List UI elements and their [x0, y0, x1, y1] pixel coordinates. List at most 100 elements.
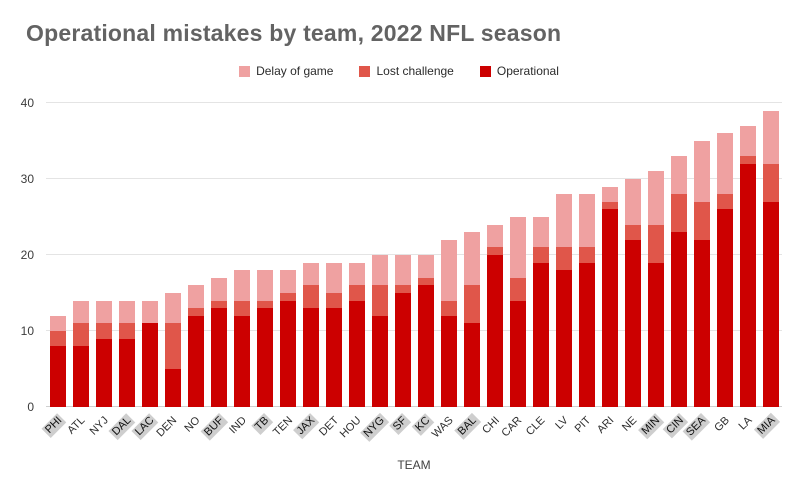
stacked-bar-den[interactable]	[164, 103, 181, 407]
stacked-bar-lac[interactable]	[141, 103, 158, 407]
stacked-bar-was[interactable]	[440, 103, 457, 407]
x-label-slot: BAL	[453, 409, 483, 455]
bar-segment	[601, 186, 618, 202]
stacked-bar-cin[interactable]	[670, 103, 687, 407]
stacked-bar-chi[interactable]	[486, 103, 503, 407]
stacked-bar-ten[interactable]	[279, 103, 296, 407]
x-label-slot: LV	[552, 409, 575, 455]
bar-segment	[486, 247, 503, 255]
stacked-bar-car[interactable]	[509, 103, 526, 407]
bar-segment	[440, 315, 457, 407]
legend-label: Operational	[496, 64, 559, 78]
stacked-bar-min[interactable]	[647, 103, 664, 407]
bar-segment	[417, 277, 434, 286]
stacked-bar-ne[interactable]	[624, 103, 641, 407]
bar-segment	[578, 247, 595, 263]
stacked-bar-pit[interactable]	[578, 103, 595, 407]
bar-segment	[624, 179, 641, 225]
stacked-bar-det[interactable]	[325, 103, 342, 407]
x-tick-label: NE	[620, 414, 640, 434]
bar-segment	[394, 255, 411, 286]
stacked-bar-atl[interactable]	[72, 103, 89, 407]
stacked-bar-kc[interactable]	[417, 103, 434, 407]
bar-segment	[302, 285, 319, 309]
stacked-bar-sf[interactable]	[394, 103, 411, 407]
bar-column	[598, 103, 621, 407]
stacked-bar-nyj[interactable]	[95, 103, 112, 407]
bar-column	[391, 103, 414, 407]
stacked-bar-la[interactable]	[739, 103, 756, 407]
bar-segment	[141, 300, 158, 324]
chart-title: Operational mistakes by team, 2022 NFL s…	[26, 20, 562, 46]
bar-segment	[72, 346, 89, 407]
x-label-slot: IND	[227, 409, 253, 455]
bar-segment	[693, 239, 710, 407]
bar-segment	[716, 194, 733, 210]
stacked-bar-tb[interactable]	[256, 103, 273, 407]
legend-item[interactable]: Delay of game	[239, 64, 333, 78]
stacked-bar-cle[interactable]	[532, 103, 549, 407]
bar-column	[161, 103, 184, 407]
x-label-slot: NYG	[359, 409, 391, 455]
bar-segment	[302, 308, 319, 407]
stacked-bar-ari[interactable]	[601, 103, 618, 407]
bar-segment	[187, 315, 204, 407]
x-labels: PHI ATL NYJ DAL LAC DEN NO BUF IND TB TEN JAX DET HOU…	[41, 409, 782, 455]
bar-segment	[348, 285, 365, 301]
legend-item[interactable]: Lost challenge	[359, 64, 454, 78]
bar-column	[667, 103, 690, 407]
y-tick-label: 20	[20, 248, 34, 262]
bar-segment	[394, 293, 411, 407]
stacked-bar-sea[interactable]	[693, 103, 710, 407]
y-axis: 0 10 20 30 40	[0, 96, 40, 414]
stacked-bar-lv[interactable]	[555, 103, 572, 407]
legend-item[interactable]: Operational	[479, 64, 559, 78]
bar-column	[322, 103, 345, 407]
bar-segment	[555, 270, 572, 407]
bar-segment	[670, 194, 687, 233]
x-tick-label: PHI	[41, 413, 67, 438]
gridline	[46, 406, 782, 407]
stacked-bar-no[interactable]	[187, 103, 204, 407]
x-tick-label: LV	[553, 414, 571, 432]
bar-column	[230, 103, 253, 407]
x-label-slot: GB	[712, 409, 736, 455]
stacked-bar-jax[interactable]	[302, 103, 319, 407]
stacked-bar-ind[interactable]	[233, 103, 250, 407]
bar-segment	[72, 323, 89, 347]
bar-segment	[49, 331, 66, 347]
bar-segment	[256, 300, 273, 309]
bar-segment	[187, 285, 204, 309]
bar-segment	[233, 300, 250, 316]
bar-segment	[325, 293, 342, 309]
stacked-bar-hou[interactable]	[348, 103, 365, 407]
plot-area	[46, 102, 782, 407]
stacked-bar-mia[interactable]	[762, 103, 779, 407]
stacked-bar-dal[interactable]	[118, 103, 135, 407]
bar-segment	[164, 369, 181, 407]
bar-segment	[164, 323, 181, 369]
stacked-bar-gb[interactable]	[716, 103, 733, 407]
bar-segment	[233, 270, 250, 301]
bar-column	[276, 103, 299, 407]
stacked-bar-bal[interactable]	[463, 103, 480, 407]
x-tick-label: CIN	[662, 413, 688, 439]
stacked-bar-phi[interactable]	[49, 103, 66, 407]
bar-column	[506, 103, 529, 407]
bar-segment	[210, 277, 227, 301]
bar-segment	[463, 232, 480, 286]
stacked-bar-nyg[interactable]	[371, 103, 388, 407]
bar-segment	[739, 125, 756, 157]
x-tick-label: PIT	[572, 414, 594, 436]
bar-segment	[739, 156, 756, 164]
bar-segment	[762, 110, 779, 164]
bar-column	[529, 103, 552, 407]
bar-column	[437, 103, 460, 407]
stacked-bar-buf[interactable]	[210, 103, 227, 407]
bar-segment	[440, 300, 457, 316]
x-label-slot: SEA	[683, 409, 713, 455]
x-tick-label: LA	[736, 414, 755, 433]
bar-column	[644, 103, 667, 407]
bars	[46, 103, 782, 407]
